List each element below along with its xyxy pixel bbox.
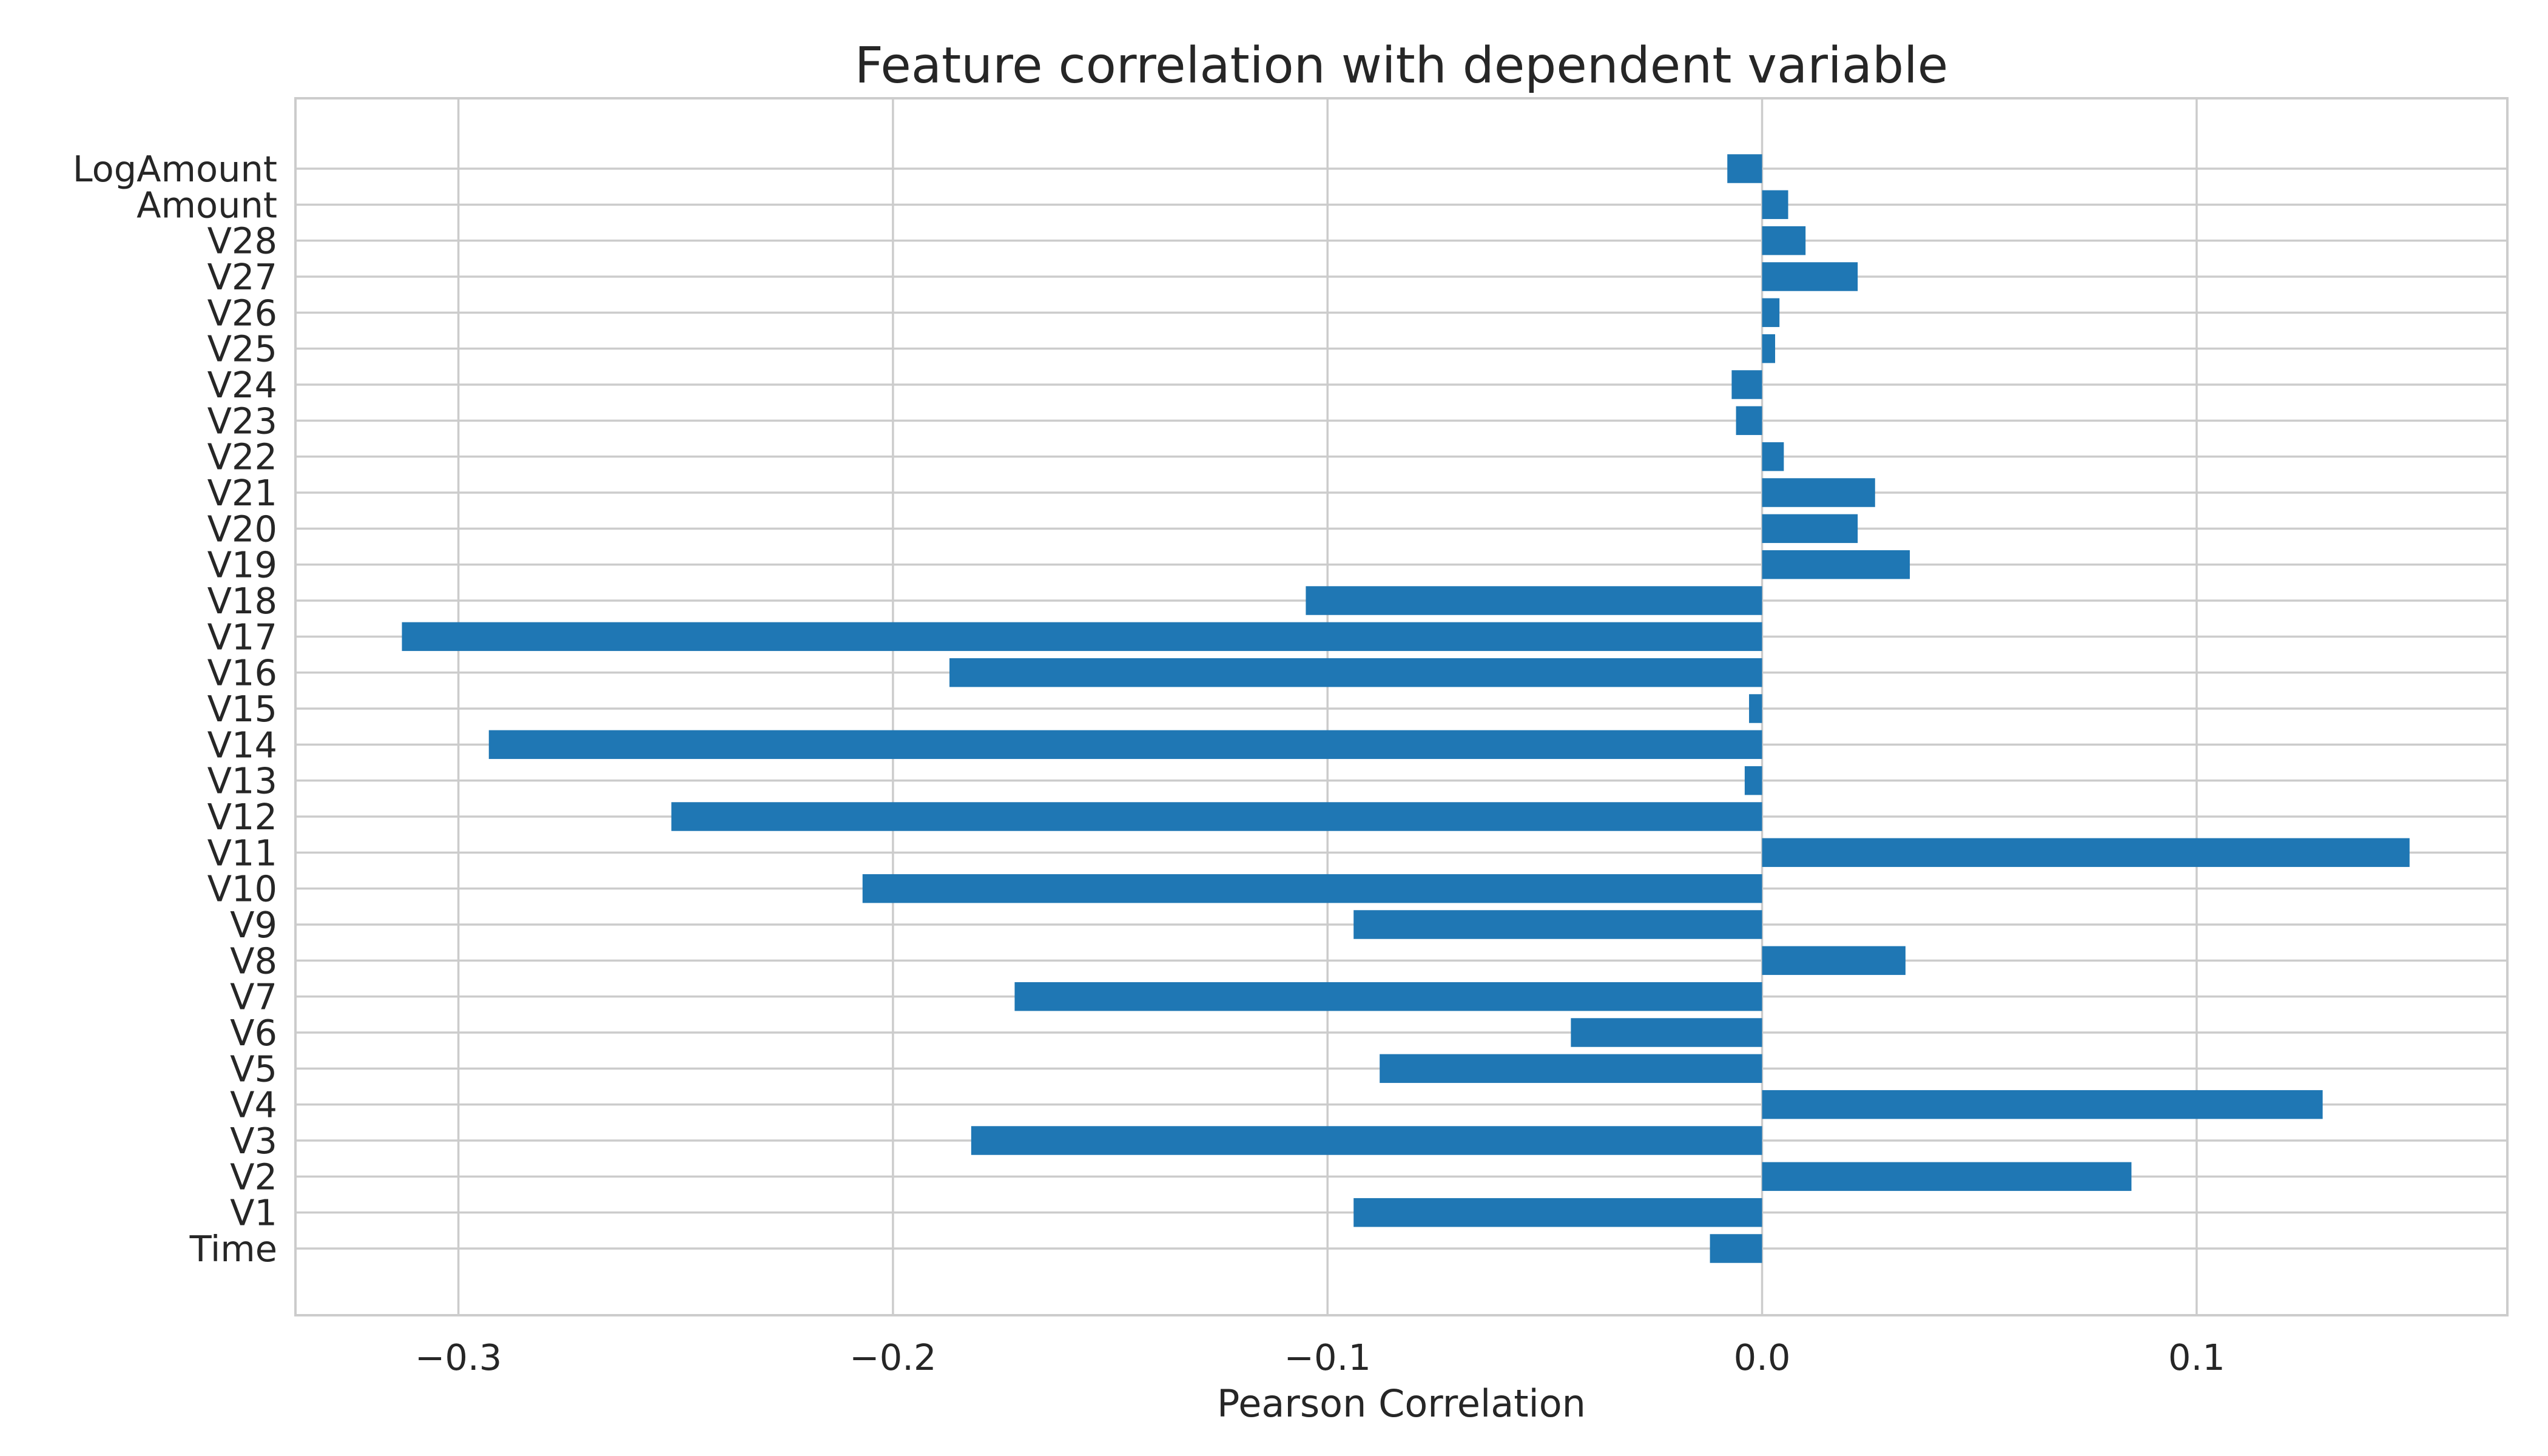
bar-v21 [1762,478,1875,507]
y-tick-label: Time [189,1228,277,1270]
bar-v17 [402,622,1762,652]
y-tick-label: V26 [207,292,277,334]
y-tick-label: V13 [207,760,277,802]
bar-v25 [1762,334,1776,363]
x-tick-label: −0.2 [849,1336,936,1378]
y-tick-label: V9 [230,904,277,946]
bar-v9 [1353,910,1762,939]
y-tick-label: V20 [207,508,277,550]
chart-title: Feature correlation with dependent varia… [855,37,1948,95]
bar-v11 [1762,838,2410,868]
y-tick-label: V8 [230,940,277,982]
bar-v2 [1762,1162,2132,1191]
y-tick-label: Amount [136,184,277,226]
y-tick-label: V15 [207,688,277,730]
x-tick-label: 0.0 [1734,1336,1791,1378]
y-tick-label: V7 [230,976,277,1018]
bar-v13 [1744,766,1762,795]
y-tick-label: V12 [207,796,277,838]
bar-v8 [1762,946,1906,976]
y-tick-label: V17 [207,616,277,658]
bar-v3 [971,1126,1762,1155]
bar-v4 [1762,1090,2323,1119]
y-tick-label: V18 [207,580,277,622]
bar-v16 [949,658,1762,687]
y-tick-label: V5 [230,1048,277,1090]
x-tick-labels: −0.3 −0.2 −0.1 0.0 0.1 [415,1336,2225,1378]
bar-v20 [1762,514,1858,544]
y-tick-label: V27 [207,256,277,298]
y-tick-label: V3 [230,1120,277,1162]
y-tick-label: V14 [207,724,277,766]
bar-v19 [1762,550,1910,579]
x-axis-label: Pearson Correlation [1217,1381,1586,1426]
bar-v24 [1731,370,1762,399]
bar-v22 [1762,442,1784,471]
bar-v18 [1306,586,1762,615]
x-tick-label: −0.3 [415,1336,502,1378]
bar-v12 [671,802,1762,831]
y-tick-label: V21 [207,472,277,514]
y-tick-label: V2 [230,1156,277,1198]
bar-v10 [862,874,1762,903]
y-tick-label: V4 [230,1084,277,1126]
y-tick-label: V22 [207,436,277,478]
x-tick-label: −0.1 [1284,1336,1371,1378]
y-tick-label: V23 [207,400,277,442]
y-tick-label: V25 [207,328,277,370]
bar-time [1710,1234,1762,1263]
y-tick-label: V19 [207,544,277,586]
y-tick-label: V10 [207,868,277,910]
bar-v23 [1736,406,1762,436]
bars [402,154,2410,1263]
bar-v26 [1762,298,1780,328]
bar-v5 [1380,1054,1762,1084]
y-tick-label: V11 [207,832,277,874]
x-tick-label: 0.1 [2168,1336,2225,1378]
bar-v15 [1749,694,1762,723]
bar-v1 [1353,1198,1762,1227]
bar-v27 [1762,262,1858,291]
bar-v28 [1762,226,1806,255]
y-tick-label: V28 [207,220,277,262]
bar-v14 [488,730,1762,760]
y-tick-labels: TimeV1V2V3V4V5V6V7V8V9V10V11V12V13V14V15… [73,148,277,1270]
y-tick-label: V6 [230,1012,277,1054]
y-tick-label: V24 [207,364,277,406]
y-tick-label: LogAmount [73,148,277,190]
y-tick-label: V16 [207,652,277,694]
bar-amount [1762,190,1788,220]
y-tick-label: V1 [230,1192,277,1234]
bar-v6 [1571,1018,1762,1047]
bar-v7 [1014,982,1762,1011]
plot-frame [294,97,2509,1316]
bar-logamount [1727,154,1762,183]
